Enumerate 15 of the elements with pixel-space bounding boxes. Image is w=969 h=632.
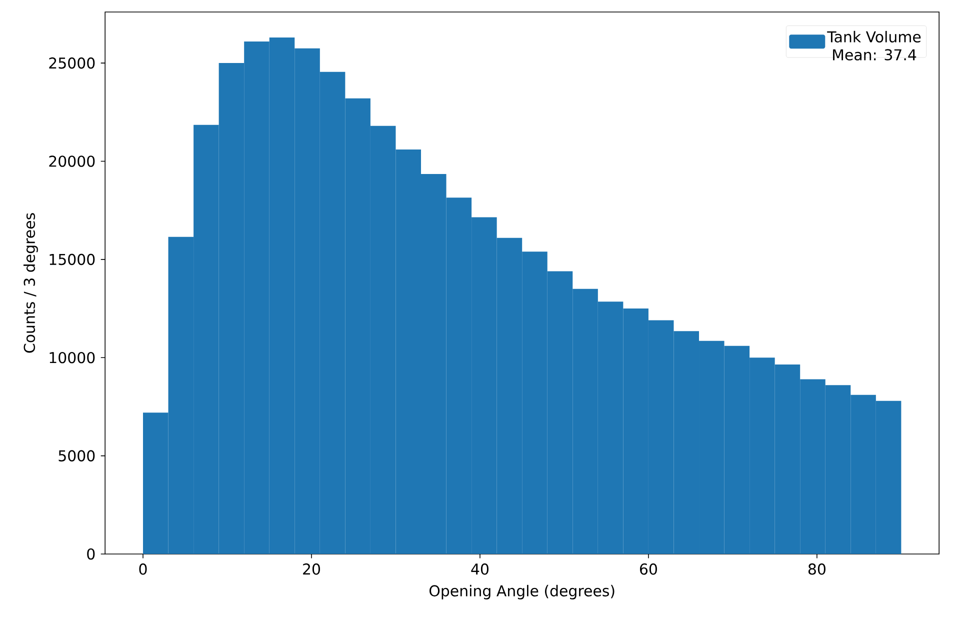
y-tick-label: 5000 [58,450,95,462]
x-tick-label: 20 [303,563,320,575]
y-tick-label: 25000 [49,57,95,69]
x-axis-title: Opening Angle (degrees) [430,584,614,600]
y-axis-title: Counts / 3 degrees [24,213,38,353]
x-tick-label: 80 [808,563,826,575]
x-tick-label: 40 [471,563,488,575]
y-tick-label: 10000 [50,352,95,364]
x-tick-label: 60 [640,563,657,575]
y-tick-label: 0 [87,548,95,560]
legend-label: Tank Volume [827,30,921,42]
x-tick-label: 0 [139,563,147,575]
y-tick-label: 15000 [50,254,95,266]
annotation: Mean: 37.4 [833,49,916,60]
y-tick-label: 20000 [49,156,95,167]
